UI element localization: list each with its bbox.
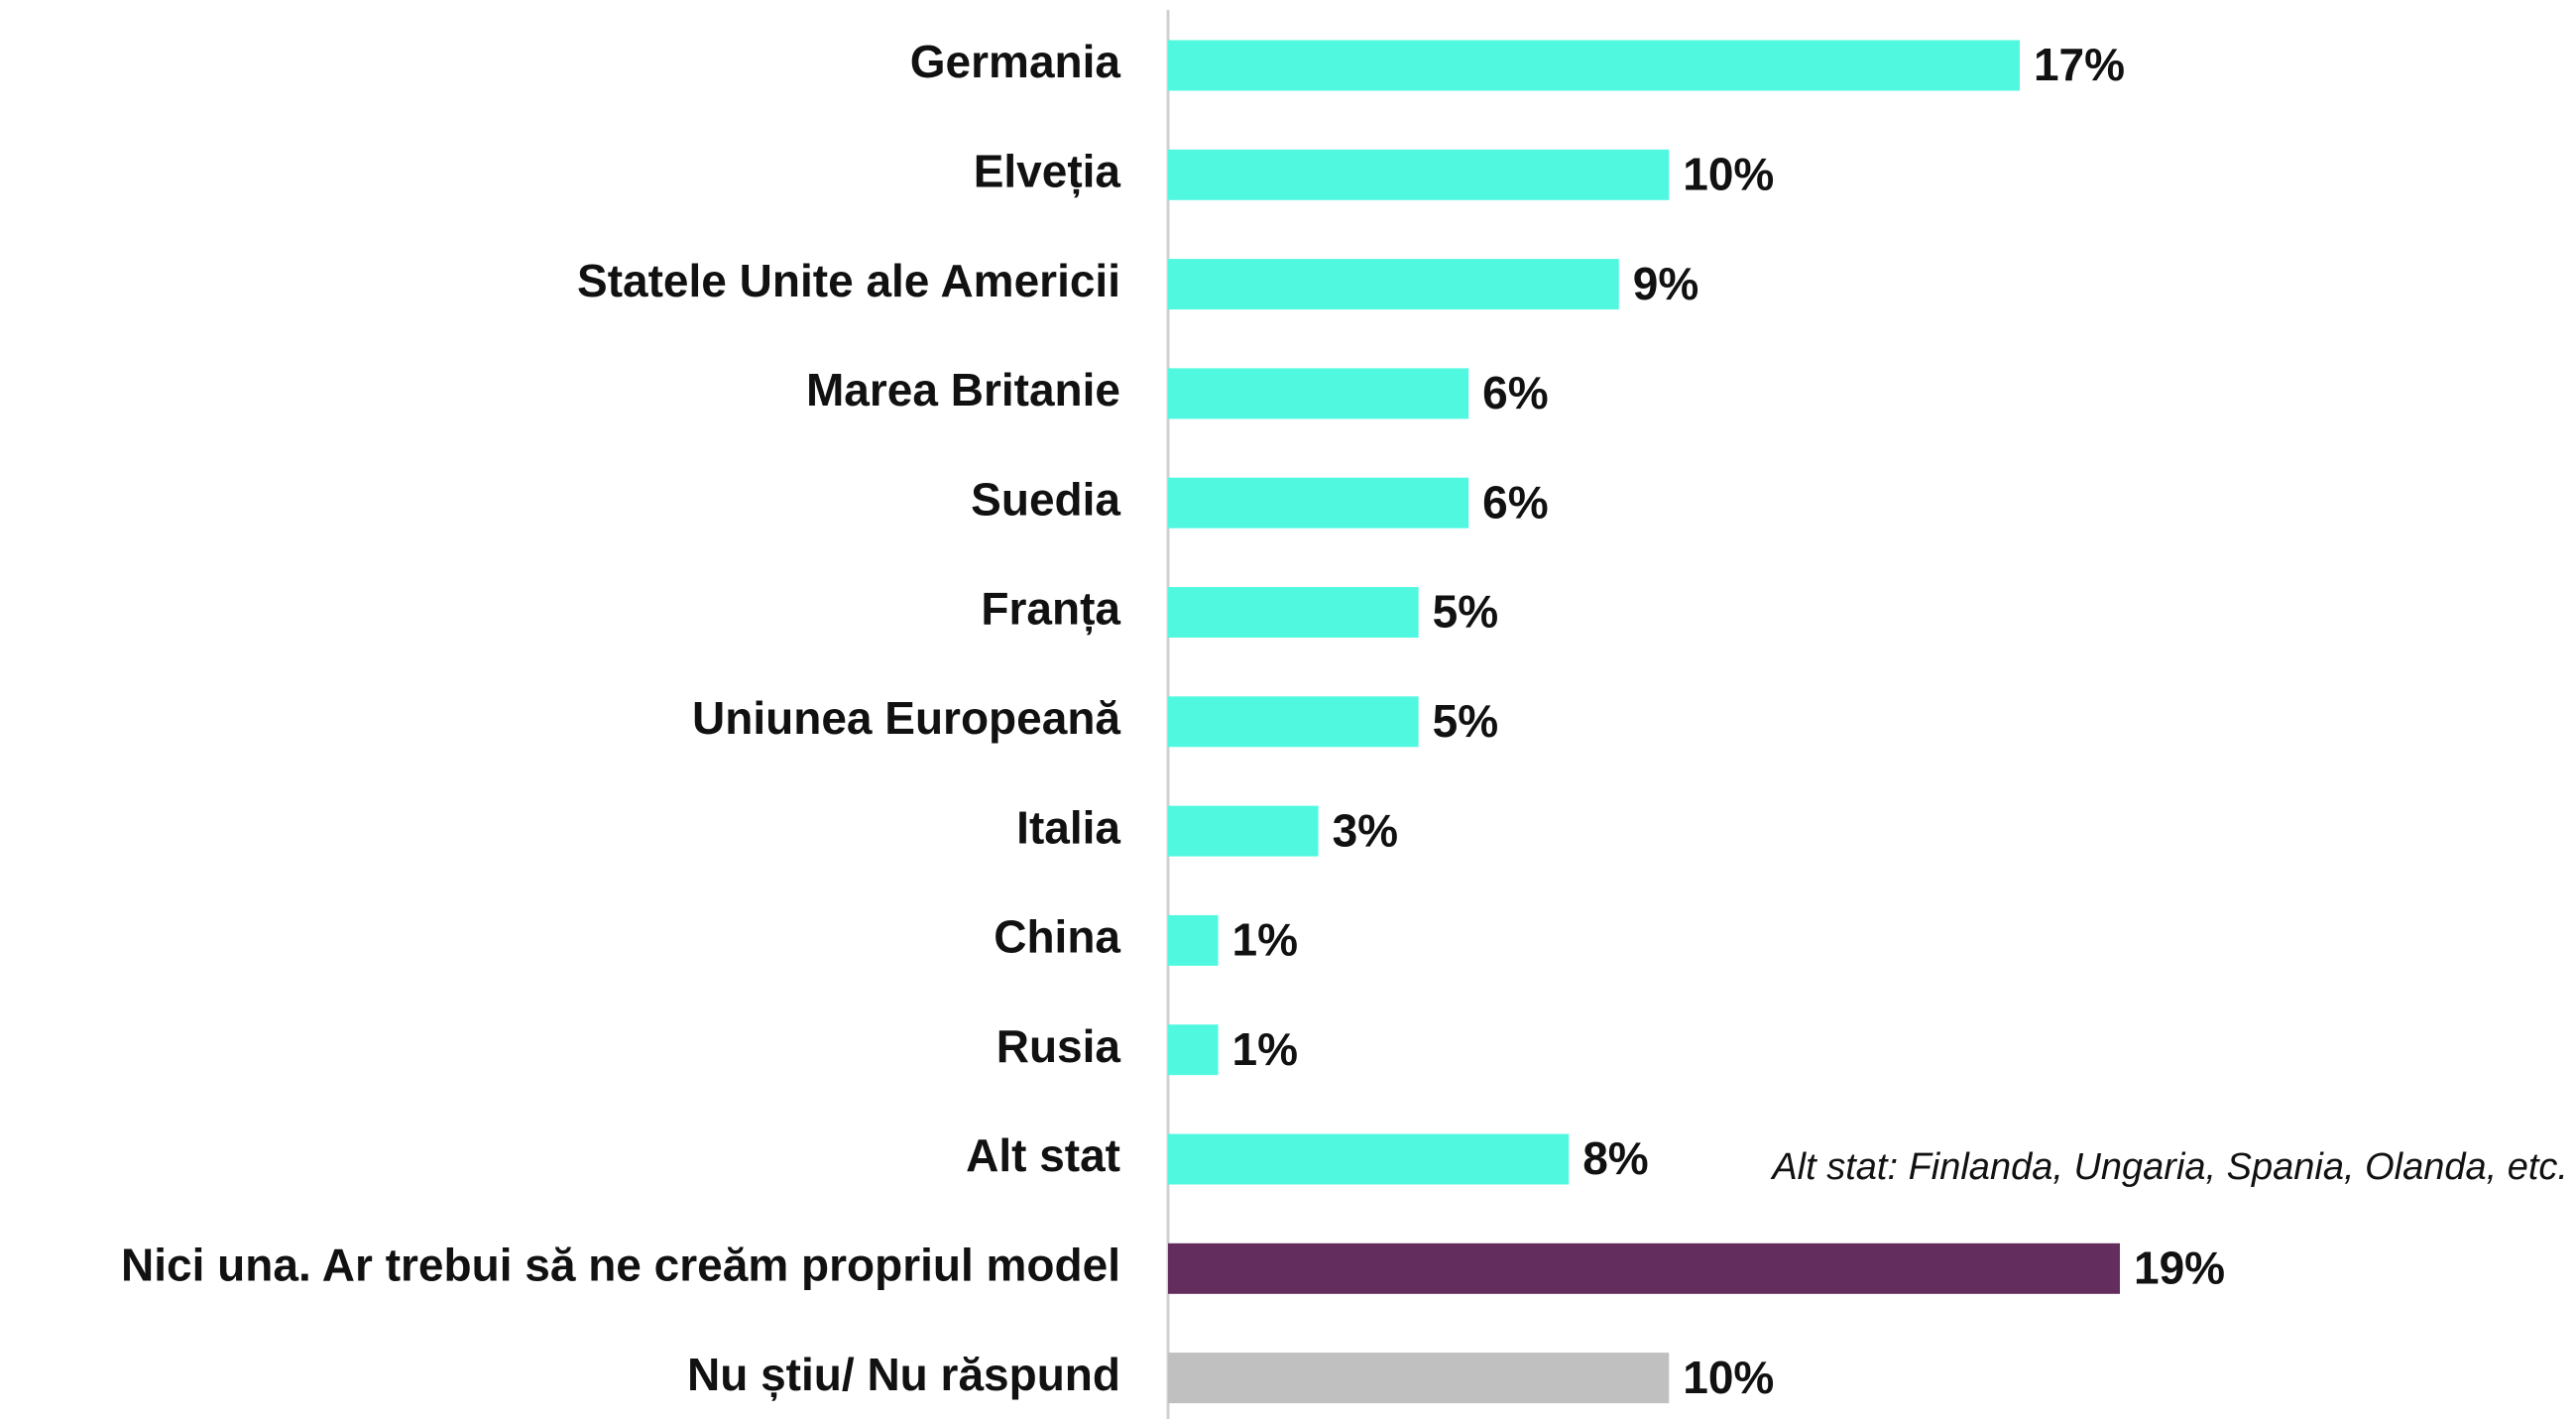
bar (1168, 1133, 1570, 1185)
value-label: 10% (1683, 148, 1774, 199)
category-label: Franța (981, 583, 1120, 636)
category-label: Italia (1016, 801, 1120, 853)
category-label: Uniunea Europeană (692, 692, 1120, 744)
value-label: 6% (1482, 367, 1548, 418)
bar (1168, 1242, 2120, 1294)
category-label: Elveția (974, 145, 1121, 197)
category-label: Germania (910, 36, 1121, 87)
category-label: Nici una. Ar trebui să ne creăm propriul… (121, 1239, 1120, 1290)
category-label: Suedia (971, 473, 1120, 525)
category-label: Alt stat (966, 1129, 1120, 1181)
category-label: Statele Unite ale Americii (577, 255, 1120, 306)
value-label: 10% (1683, 1352, 1774, 1403)
value-label: 17% (2034, 39, 2125, 90)
value-label: 19% (2134, 1242, 2225, 1293)
value-label: 5% (1433, 695, 1498, 747)
bar (1168, 587, 1419, 638)
value-label: 5% (1433, 586, 1498, 638)
bar (1168, 805, 1319, 857)
bar (1168, 477, 1469, 529)
bar (1168, 914, 1219, 966)
bar (1168, 259, 1619, 310)
category-label: Marea Britanie (806, 364, 1120, 415)
bar (1168, 368, 1469, 419)
category-label: Rusia (996, 1020, 1121, 1072)
value-label: 8% (1582, 1132, 1648, 1184)
value-label: 1% (1232, 914, 1298, 966)
bar (1168, 149, 1670, 200)
value-label: 9% (1633, 258, 1698, 309)
bar (1168, 1024, 1219, 1076)
category-label: Nu știu/ Nu răspund (687, 1349, 1120, 1401)
bar (1168, 40, 2020, 91)
annotation: Alt stat: Finlanda, Ungaria, Spania, Ola… (1770, 1146, 2568, 1188)
value-label: 3% (1333, 804, 1398, 856)
value-label: 1% (1232, 1023, 1298, 1075)
bar (1168, 1353, 1670, 1404)
bar (1168, 696, 1419, 748)
value-label: 6% (1482, 476, 1548, 528)
category-label: China (994, 911, 1120, 963)
